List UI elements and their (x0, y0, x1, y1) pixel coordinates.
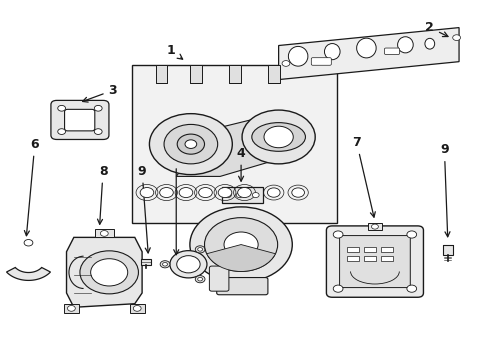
Circle shape (195, 276, 204, 283)
Circle shape (198, 188, 212, 198)
Ellipse shape (356, 38, 375, 58)
Text: 4: 4 (236, 147, 245, 181)
Circle shape (94, 105, 102, 111)
FancyBboxPatch shape (339, 235, 409, 288)
Ellipse shape (288, 46, 307, 66)
Circle shape (67, 306, 75, 311)
Circle shape (80, 251, 138, 294)
Circle shape (184, 140, 196, 148)
Text: 8: 8 (97, 165, 107, 224)
Bar (442, 244, 452, 255)
Circle shape (224, 193, 231, 198)
Bar (363, 256, 375, 261)
Circle shape (163, 125, 217, 164)
Bar (380, 256, 392, 261)
FancyBboxPatch shape (311, 58, 330, 65)
Text: 9: 9 (439, 143, 449, 237)
Bar (380, 247, 392, 252)
Circle shape (452, 35, 460, 41)
Text: 7: 7 (351, 136, 374, 217)
Circle shape (160, 261, 169, 268)
Circle shape (159, 188, 173, 198)
Circle shape (195, 246, 204, 253)
Circle shape (332, 285, 342, 292)
FancyBboxPatch shape (326, 226, 423, 297)
Circle shape (94, 129, 102, 134)
Circle shape (100, 230, 108, 236)
Circle shape (24, 239, 33, 246)
Circle shape (197, 248, 202, 251)
Bar (221, 187, 263, 203)
Circle shape (149, 114, 232, 175)
Circle shape (90, 259, 127, 286)
Circle shape (204, 218, 277, 271)
Ellipse shape (397, 37, 412, 53)
Polygon shape (66, 237, 142, 307)
Circle shape (406, 285, 416, 292)
Circle shape (282, 60, 289, 66)
Text: 9: 9 (138, 165, 150, 253)
Circle shape (140, 188, 154, 198)
Polygon shape (6, 267, 50, 280)
Bar (130, 304, 144, 313)
Circle shape (252, 193, 259, 198)
Bar (132, 65, 336, 223)
FancyBboxPatch shape (51, 100, 109, 139)
Circle shape (224, 232, 258, 257)
FancyBboxPatch shape (64, 109, 95, 131)
Bar (267, 65, 279, 83)
Circle shape (189, 207, 292, 282)
Circle shape (179, 188, 192, 198)
Circle shape (406, 231, 416, 238)
Text: 3: 3 (82, 84, 117, 102)
Ellipse shape (251, 123, 305, 151)
Bar (156, 65, 167, 83)
Bar (94, 229, 114, 237)
Circle shape (58, 129, 65, 134)
Bar (189, 65, 201, 83)
FancyBboxPatch shape (384, 48, 399, 54)
Bar (228, 65, 240, 83)
Wedge shape (206, 244, 275, 271)
Bar (346, 256, 358, 261)
Ellipse shape (424, 39, 434, 49)
Bar (141, 258, 151, 265)
FancyBboxPatch shape (216, 278, 267, 295)
Circle shape (332, 231, 342, 238)
Polygon shape (176, 112, 307, 176)
Circle shape (197, 278, 202, 281)
Text: 5: 5 (171, 150, 180, 255)
Circle shape (242, 110, 315, 164)
Bar (367, 223, 382, 230)
Circle shape (264, 126, 293, 148)
Bar (64, 304, 79, 313)
Text: 1: 1 (166, 44, 182, 59)
Text: 2: 2 (425, 21, 447, 37)
Circle shape (58, 105, 65, 111)
Polygon shape (278, 28, 458, 80)
FancyBboxPatch shape (209, 266, 228, 291)
Circle shape (177, 134, 204, 154)
Bar (363, 247, 375, 252)
Ellipse shape (324, 44, 339, 60)
Circle shape (267, 188, 280, 197)
Text: 6: 6 (24, 138, 39, 236)
Circle shape (133, 306, 141, 311)
Circle shape (176, 256, 200, 273)
Bar (346, 247, 358, 252)
Circle shape (162, 262, 167, 266)
Circle shape (237, 188, 251, 198)
Circle shape (236, 193, 243, 198)
Circle shape (291, 188, 304, 197)
Circle shape (371, 224, 378, 229)
Circle shape (169, 251, 206, 278)
Circle shape (218, 188, 231, 198)
